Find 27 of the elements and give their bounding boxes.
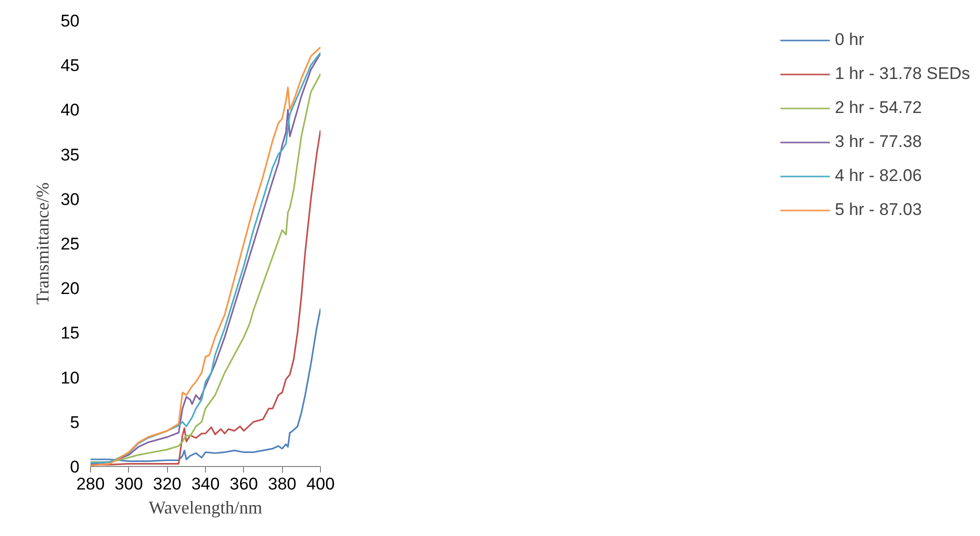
- x-tick-label: 300: [114, 474, 144, 494]
- y-tick-label: 20: [60, 279, 80, 298]
- x-tick-label: 380: [268, 474, 296, 494]
- legend-label: 5 hr - 87.03: [834, 200, 922, 220]
- y-tick-label: 35: [60, 145, 80, 164]
- y-tick-label: 40: [60, 100, 80, 120]
- x-tick-label: 320: [152, 474, 182, 494]
- x-axis-title: Wavelength/nm: [148, 498, 262, 518]
- y-tick-label: 5: [70, 412, 80, 432]
- legend-label: 1 hr - 31.78 SEDs: [834, 64, 970, 84]
- y-tick-label: 15: [60, 324, 80, 343]
- y-tick-label: 50: [60, 12, 80, 30]
- legend-label: 4 hr - 82.06: [834, 166, 922, 186]
- x-tick-label: 340: [191, 474, 220, 494]
- y-tick-label: 30: [60, 190, 80, 209]
- legend-label: 2 hr - 54.72: [834, 98, 922, 118]
- y-axis-title: Transmittance/%: [32, 182, 53, 305]
- y-tick-label: 45: [60, 56, 80, 76]
- y-tick-label: 25: [60, 234, 80, 254]
- y-tick-label: 0: [70, 458, 80, 476]
- legend-label: 0 hr: [834, 30, 864, 50]
- line-series: [90, 308, 320, 462]
- x-tick-label: 400: [306, 474, 335, 494]
- legend-label: 3 hr - 77.38: [834, 132, 922, 152]
- y-tick-label: 10: [60, 368, 80, 388]
- x-tick-label: 280: [76, 474, 105, 494]
- x-tick-label: 360: [230, 474, 258, 494]
